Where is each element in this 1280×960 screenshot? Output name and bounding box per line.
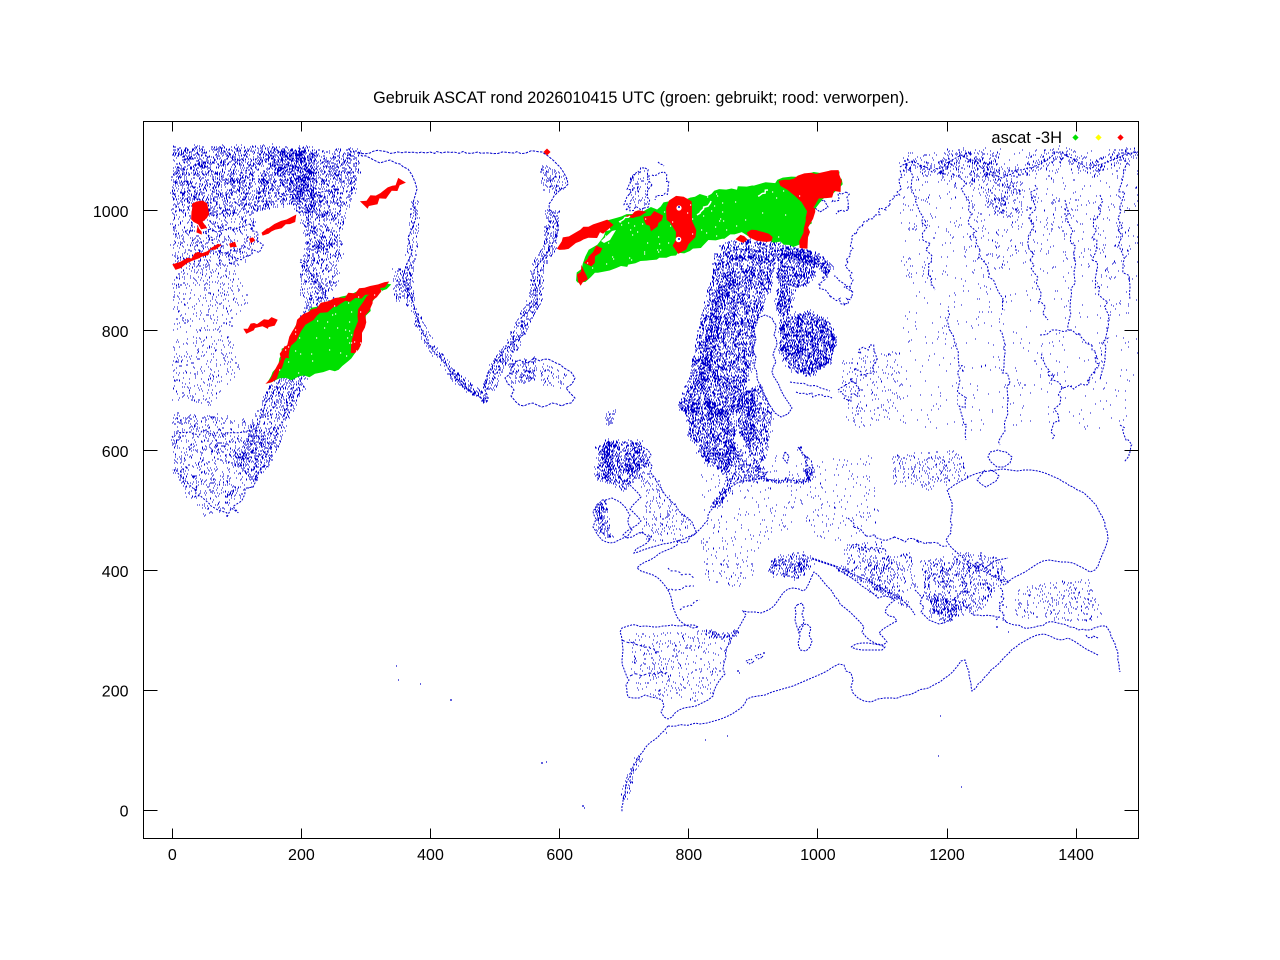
svg-text:800: 800 <box>675 847 702 864</box>
svg-text:200: 200 <box>288 847 315 864</box>
svg-text:200: 200 <box>102 684 129 701</box>
svg-text:600: 600 <box>102 444 129 461</box>
svg-text:800: 800 <box>102 324 129 341</box>
svg-text:1200: 1200 <box>929 847 965 864</box>
svg-text:1000: 1000 <box>93 204 129 221</box>
svg-text:ascat -3H: ascat -3H <box>991 129 1062 147</box>
svg-text:1000: 1000 <box>800 847 836 864</box>
svg-text:0: 0 <box>120 804 129 821</box>
svg-text:600: 600 <box>546 847 573 864</box>
svg-text:400: 400 <box>102 564 129 581</box>
svg-text:Gebruik ASCAT rond 2026010415: Gebruik ASCAT rond 2026010415 UTC (groen… <box>373 89 909 107</box>
svg-text:400: 400 <box>417 847 444 864</box>
svg-text:0: 0 <box>168 847 177 864</box>
svg-text:1400: 1400 <box>1058 847 1094 864</box>
